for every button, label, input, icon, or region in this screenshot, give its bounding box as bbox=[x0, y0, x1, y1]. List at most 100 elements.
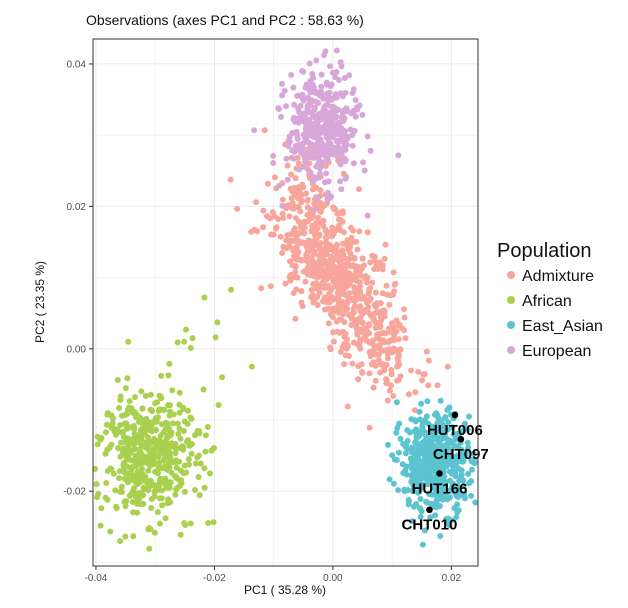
x-tick-label: -0.02 bbox=[203, 573, 226, 584]
data-point bbox=[356, 186, 362, 193]
data-point bbox=[359, 255, 366, 262]
data-point bbox=[455, 458, 462, 465]
data-point bbox=[147, 463, 154, 469]
data-point bbox=[251, 127, 258, 134]
data-point bbox=[196, 492, 203, 499]
data-point bbox=[155, 482, 162, 489]
data-point bbox=[434, 412, 441, 419]
series-african bbox=[92, 286, 255, 552]
data-point bbox=[275, 216, 282, 223]
data-point bbox=[460, 483, 467, 490]
data-point bbox=[362, 333, 369, 340]
data-point bbox=[135, 460, 142, 467]
data-point bbox=[158, 372, 165, 379]
data-point bbox=[327, 140, 334, 147]
data-point bbox=[137, 450, 144, 456]
data-point bbox=[337, 161, 344, 168]
data-point bbox=[147, 425, 154, 432]
data-point bbox=[416, 476, 423, 483]
data-point bbox=[157, 449, 164, 456]
data-point bbox=[92, 465, 99, 472]
data-point bbox=[277, 233, 284, 240]
data-point bbox=[316, 153, 323, 160]
data-point bbox=[291, 225, 298, 232]
data-point bbox=[279, 92, 286, 99]
data-point bbox=[208, 447, 215, 454]
data-point bbox=[314, 293, 321, 300]
data-point bbox=[445, 419, 452, 426]
data-point bbox=[377, 300, 384, 307]
data-point bbox=[386, 476, 393, 483]
data-point bbox=[169, 420, 176, 427]
data-point bbox=[432, 512, 439, 519]
data-point bbox=[258, 285, 265, 292]
data-point bbox=[110, 470, 117, 477]
data-point bbox=[313, 219, 320, 226]
data-point bbox=[121, 475, 128, 482]
data-point bbox=[337, 348, 344, 355]
data-point bbox=[323, 266, 330, 273]
data-point bbox=[317, 165, 323, 172]
data-point bbox=[471, 460, 478, 467]
data-point bbox=[330, 144, 337, 151]
data-point bbox=[356, 228, 363, 235]
data-point bbox=[454, 452, 461, 459]
data-point bbox=[322, 234, 329, 241]
data-point bbox=[393, 457, 400, 463]
data-point bbox=[449, 424, 456, 431]
data-point bbox=[329, 233, 336, 240]
data-point bbox=[367, 295, 374, 302]
data-point bbox=[318, 88, 325, 95]
data-point bbox=[156, 459, 163, 466]
data-point bbox=[450, 431, 457, 438]
data-point bbox=[337, 263, 343, 270]
data-point bbox=[129, 498, 136, 505]
data-point bbox=[286, 243, 293, 250]
data-point bbox=[180, 406, 187, 412]
data-point bbox=[321, 103, 328, 110]
data-point bbox=[337, 119, 344, 126]
data-point bbox=[332, 125, 339, 132]
data-point bbox=[446, 517, 453, 524]
data-point bbox=[287, 185, 294, 192]
data-point bbox=[146, 455, 153, 461]
legend-key bbox=[507, 296, 515, 304]
data-point bbox=[378, 317, 385, 324]
data-point bbox=[360, 159, 367, 166]
data-point bbox=[279, 196, 286, 203]
data-point bbox=[350, 107, 357, 114]
data-point bbox=[397, 323, 404, 330]
data-point bbox=[129, 472, 136, 478]
data-point bbox=[227, 176, 234, 183]
data-point bbox=[355, 318, 362, 325]
legend-key bbox=[507, 271, 515, 279]
data-point bbox=[287, 277, 294, 284]
data-point bbox=[125, 338, 132, 345]
data-point bbox=[124, 410, 131, 417]
data-point bbox=[311, 230, 318, 237]
data-point bbox=[115, 427, 122, 434]
data-point bbox=[335, 297, 342, 304]
data-point bbox=[295, 249, 302, 256]
data-point bbox=[339, 218, 346, 225]
data-point bbox=[468, 492, 475, 499]
data-point bbox=[142, 444, 149, 451]
data-point bbox=[329, 69, 336, 76]
data-point bbox=[219, 374, 226, 381]
data-point bbox=[270, 160, 277, 166]
data-point bbox=[326, 195, 333, 201]
data-point bbox=[94, 494, 100, 501]
sample-label: HUT166 bbox=[412, 480, 468, 497]
data-point bbox=[119, 412, 125, 419]
data-point bbox=[166, 484, 173, 491]
data-point bbox=[201, 484, 208, 491]
data-point bbox=[154, 470, 161, 477]
data-point bbox=[131, 431, 138, 437]
annotated-point bbox=[451, 411, 459, 419]
data-point bbox=[404, 437, 411, 444]
data-point bbox=[448, 446, 455, 453]
data-point bbox=[458, 446, 465, 453]
data-point bbox=[146, 545, 153, 552]
data-point bbox=[337, 270, 344, 277]
data-point bbox=[393, 399, 400, 406]
